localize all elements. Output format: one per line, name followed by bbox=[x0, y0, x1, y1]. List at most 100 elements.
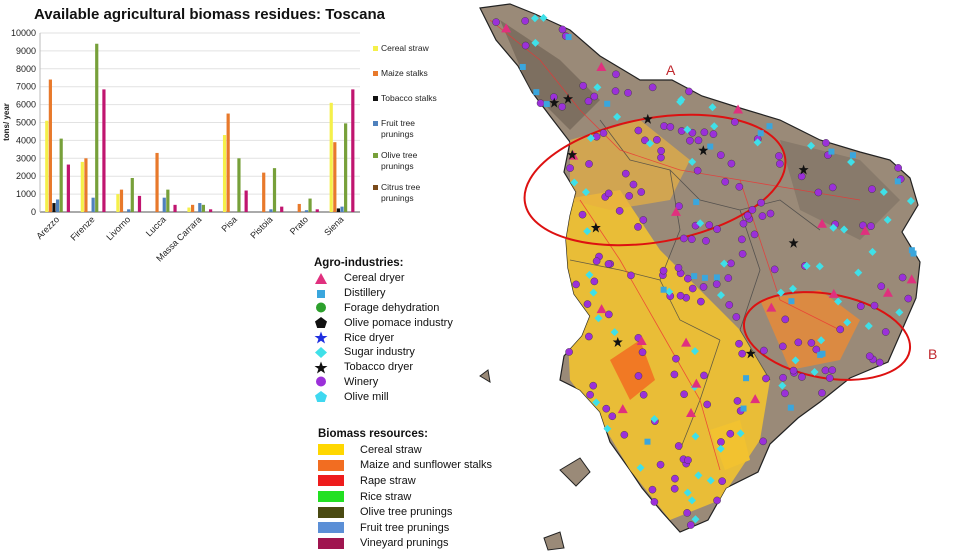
circle-marker bbox=[604, 189, 613, 198]
circle-marker bbox=[634, 126, 643, 135]
diamond-icon bbox=[315, 346, 327, 358]
bar bbox=[344, 123, 348, 212]
diamond-marker bbox=[592, 398, 601, 407]
square-marker bbox=[910, 250, 917, 257]
legend-swatch bbox=[373, 96, 378, 101]
agro-legend-item: Rice dryer bbox=[314, 330, 453, 345]
square-marker bbox=[757, 130, 764, 137]
legend-swatch bbox=[373, 121, 378, 126]
star-marker bbox=[549, 97, 560, 108]
circle-marker bbox=[856, 302, 865, 310]
square-marker bbox=[707, 143, 714, 150]
legend-label: Tobacco stalks bbox=[381, 93, 437, 103]
square-marker bbox=[908, 247, 915, 254]
circle-marker bbox=[779, 373, 787, 382]
circle-marker bbox=[639, 390, 648, 399]
circle-marker bbox=[713, 496, 721, 505]
diamond-marker bbox=[864, 321, 873, 330]
bar bbox=[333, 142, 337, 212]
circle-marker bbox=[735, 183, 744, 191]
circle-marker bbox=[521, 17, 529, 25]
bar bbox=[95, 43, 99, 212]
circle-marker bbox=[807, 339, 816, 347]
circle-marker bbox=[688, 284, 697, 293]
island-capraia bbox=[479, 369, 491, 383]
circle-marker bbox=[712, 280, 721, 288]
agro-legend-label: Winery bbox=[344, 375, 379, 388]
circle-marker bbox=[904, 294, 913, 303]
biomass-legend-label: Maize and sunflower stalks bbox=[360, 459, 493, 472]
bar bbox=[237, 158, 241, 212]
square-marker bbox=[828, 148, 835, 155]
triangle-marker bbox=[636, 336, 647, 346]
agro-legend-item: Forage dehydration bbox=[314, 301, 453, 316]
diamond-marker bbox=[710, 122, 719, 131]
bar bbox=[155, 152, 159, 212]
circle-marker bbox=[586, 390, 594, 399]
circle-marker bbox=[870, 301, 879, 310]
biomass-legend-item: Fruit tree prunings bbox=[318, 520, 492, 536]
diamond-marker bbox=[829, 223, 838, 232]
legend-label: prunings bbox=[381, 129, 414, 139]
circle-marker bbox=[675, 202, 683, 210]
triangle-marker bbox=[685, 407, 696, 417]
biomass-swatch bbox=[318, 444, 344, 456]
square-icon bbox=[317, 289, 325, 298]
circle-marker bbox=[638, 348, 647, 357]
y-tick-label: 8000 bbox=[16, 64, 36, 74]
circle-marker bbox=[812, 345, 821, 354]
pentagon-icon bbox=[315, 317, 327, 329]
circle-marker bbox=[717, 151, 725, 159]
biomass-resources-legend: Biomass resources: Cereal straw Maize and… bbox=[318, 428, 492, 551]
agro-legend-item: Distillery bbox=[314, 286, 453, 301]
circle-marker bbox=[781, 315, 790, 324]
biomass-legend-list: Cereal straw Maize and sunflower stalks Ra… bbox=[318, 442, 492, 551]
square-marker bbox=[740, 405, 747, 412]
circle-marker bbox=[536, 99, 545, 108]
triangle-marker bbox=[828, 288, 839, 298]
circle-marker bbox=[592, 132, 601, 141]
bar bbox=[116, 194, 120, 212]
circle-marker bbox=[683, 509, 691, 517]
triangle-marker bbox=[670, 206, 681, 216]
circle-marker bbox=[700, 371, 708, 380]
diamond-marker bbox=[539, 13, 548, 22]
biomass-legend-item: Rape straw bbox=[318, 473, 492, 489]
bar bbox=[127, 209, 131, 212]
bar bbox=[244, 190, 248, 212]
biomass-swatch bbox=[318, 459, 344, 471]
circle-marker bbox=[599, 129, 608, 137]
square-marker bbox=[533, 89, 540, 96]
bar bbox=[269, 209, 273, 212]
diamond-marker bbox=[708, 103, 717, 112]
triangle-icon bbox=[315, 272, 327, 284]
bar bbox=[340, 206, 344, 212]
agro-legend-label: Cereal dryer bbox=[344, 272, 405, 285]
square-marker bbox=[817, 351, 824, 358]
bar bbox=[102, 89, 106, 212]
circle-marker bbox=[684, 274, 692, 283]
circle-marker bbox=[779, 342, 787, 351]
diamond-marker bbox=[879, 187, 888, 196]
bar bbox=[84, 158, 88, 212]
star-marker bbox=[788, 237, 799, 248]
agro-legend-item: Winery bbox=[314, 375, 453, 390]
legend-swatch bbox=[373, 71, 378, 76]
bar bbox=[262, 172, 266, 212]
y-tick-label: 5000 bbox=[16, 118, 36, 128]
square-marker bbox=[766, 123, 773, 130]
diamond-marker bbox=[688, 496, 697, 505]
circle-marker bbox=[677, 127, 686, 135]
diamond-marker bbox=[676, 97, 685, 106]
circle-marker bbox=[659, 266, 668, 275]
square-marker bbox=[543, 101, 550, 108]
agro-legend-item: Cereal dryer bbox=[314, 271, 453, 286]
square-marker bbox=[849, 152, 856, 159]
circle-marker bbox=[825, 374, 834, 382]
circle-marker bbox=[739, 219, 748, 228]
circle-marker bbox=[590, 92, 599, 101]
circle-marker bbox=[688, 128, 697, 137]
triangle-marker bbox=[733, 104, 744, 114]
circle-marker bbox=[656, 460, 665, 469]
y-tick-label: 7000 bbox=[16, 82, 36, 92]
